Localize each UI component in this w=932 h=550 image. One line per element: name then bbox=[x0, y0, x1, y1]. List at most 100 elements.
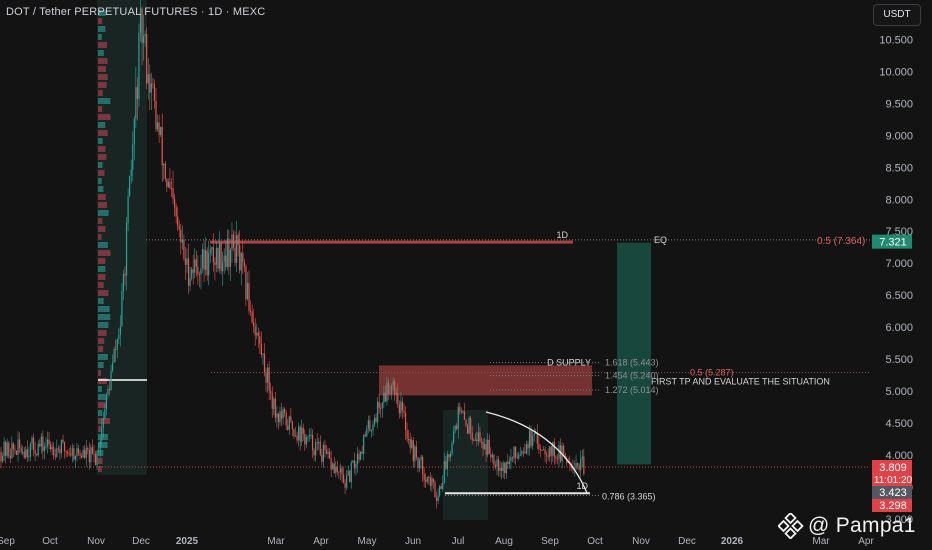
candle-body bbox=[223, 255, 225, 262]
candle-body bbox=[352, 460, 354, 463]
candle-body bbox=[118, 334, 120, 340]
candle-body bbox=[197, 266, 199, 275]
volume-profile-bar bbox=[98, 402, 107, 408]
volume-profile-bar bbox=[98, 186, 104, 192]
daily-level-label: 1D bbox=[556, 230, 568, 240]
candle-body bbox=[448, 454, 450, 458]
candle-body bbox=[68, 453, 70, 455]
candle-body bbox=[294, 435, 297, 437]
candle-body bbox=[308, 434, 311, 437]
candle-body bbox=[391, 385, 393, 394]
candle-body bbox=[1, 456, 4, 462]
candle-body bbox=[321, 454, 323, 462]
candle-body bbox=[521, 451, 523, 455]
currency-button[interactable]: USDT bbox=[873, 4, 921, 26]
candle-body bbox=[304, 433, 306, 445]
candle-body bbox=[479, 432, 481, 442]
candle-body bbox=[146, 34, 148, 84]
candle-body bbox=[209, 249, 211, 254]
candle-body bbox=[532, 435, 534, 446]
candle-body bbox=[130, 169, 132, 177]
candle-body bbox=[183, 239, 185, 259]
candle-body bbox=[160, 127, 162, 135]
candle-body bbox=[356, 453, 359, 465]
candle-body bbox=[31, 437, 33, 444]
candle-body bbox=[439, 486, 441, 496]
low-price-label: 3.298 bbox=[879, 500, 907, 512]
candle-body bbox=[225, 255, 227, 268]
volume-profile-bar bbox=[98, 314, 111, 320]
candle-body bbox=[546, 454, 548, 456]
candle-body bbox=[122, 273, 125, 291]
candle-body bbox=[329, 451, 331, 459]
y-tick-label: 8.000 bbox=[885, 194, 913, 206]
candle-body bbox=[90, 447, 92, 463]
candle-body bbox=[82, 449, 84, 458]
low-price-badge bbox=[872, 499, 912, 512]
x-tick-label: Oct bbox=[587, 536, 603, 547]
candle-body bbox=[293, 429, 295, 437]
candle-body bbox=[91, 447, 94, 454]
candle-body bbox=[186, 258, 188, 265]
candle-body bbox=[200, 268, 202, 275]
candle-body bbox=[429, 477, 431, 486]
diamond-grid-logo-icon bbox=[778, 513, 804, 539]
candle-body bbox=[549, 446, 551, 457]
x-tick-label: Nov bbox=[632, 536, 650, 547]
candle-body bbox=[228, 238, 230, 267]
volume-profile-bar bbox=[98, 330, 107, 336]
candle-body bbox=[519, 454, 521, 456]
candle-body bbox=[270, 391, 272, 394]
candle-body bbox=[256, 332, 258, 336]
volume-profile-bar bbox=[98, 146, 106, 152]
candle-body bbox=[477, 432, 479, 442]
candle-body bbox=[19, 439, 21, 448]
candle-body bbox=[240, 252, 242, 271]
candle-body bbox=[231, 234, 233, 250]
volume-profile-bar bbox=[98, 178, 102, 184]
y-tick-label: 7.000 bbox=[885, 258, 913, 270]
candle-body bbox=[499, 467, 501, 471]
candle-body bbox=[392, 381, 394, 386]
candle-body bbox=[459, 406, 461, 412]
y-tick-label: 10.500 bbox=[879, 35, 913, 47]
candle-body bbox=[291, 421, 293, 430]
x-tick-label: Dec bbox=[132, 536, 150, 547]
candle-body bbox=[344, 483, 346, 488]
candle-body bbox=[70, 454, 72, 456]
candle-body bbox=[85, 448, 87, 458]
candle-body bbox=[315, 442, 317, 456]
y-tick-label: 5.000 bbox=[885, 386, 913, 398]
candle-body bbox=[311, 434, 314, 451]
candle-body bbox=[428, 476, 430, 478]
volume-profile-bar bbox=[98, 410, 103, 416]
candle-body bbox=[426, 476, 428, 482]
candle-body bbox=[161, 127, 163, 166]
candle-body bbox=[449, 453, 452, 458]
candle-body bbox=[84, 449, 86, 458]
candle-body bbox=[544, 449, 546, 455]
volume-profile-bar bbox=[98, 162, 103, 168]
x-tick-label: May bbox=[358, 536, 377, 547]
candle-body bbox=[246, 282, 249, 300]
candle-body bbox=[341, 468, 343, 475]
candle-body bbox=[581, 456, 583, 459]
candle-body bbox=[284, 408, 286, 413]
candle-body bbox=[251, 311, 253, 323]
candle-body bbox=[67, 451, 69, 454]
candle-body bbox=[54, 455, 56, 457]
volume-profile-bar bbox=[98, 378, 107, 384]
candle-body bbox=[262, 353, 264, 355]
candle-body bbox=[373, 417, 376, 425]
candle-body bbox=[494, 464, 497, 467]
candle-body bbox=[3, 441, 5, 457]
candle-body bbox=[8, 442, 10, 456]
candle-body bbox=[442, 482, 444, 489]
candle-body bbox=[169, 181, 171, 188]
level-label: 0.786 (3.365) bbox=[602, 491, 656, 501]
candle-body bbox=[26, 449, 28, 457]
candle-body bbox=[446, 454, 448, 469]
x-tick-label: Jun bbox=[405, 536, 421, 547]
candle-body bbox=[457, 406, 459, 429]
